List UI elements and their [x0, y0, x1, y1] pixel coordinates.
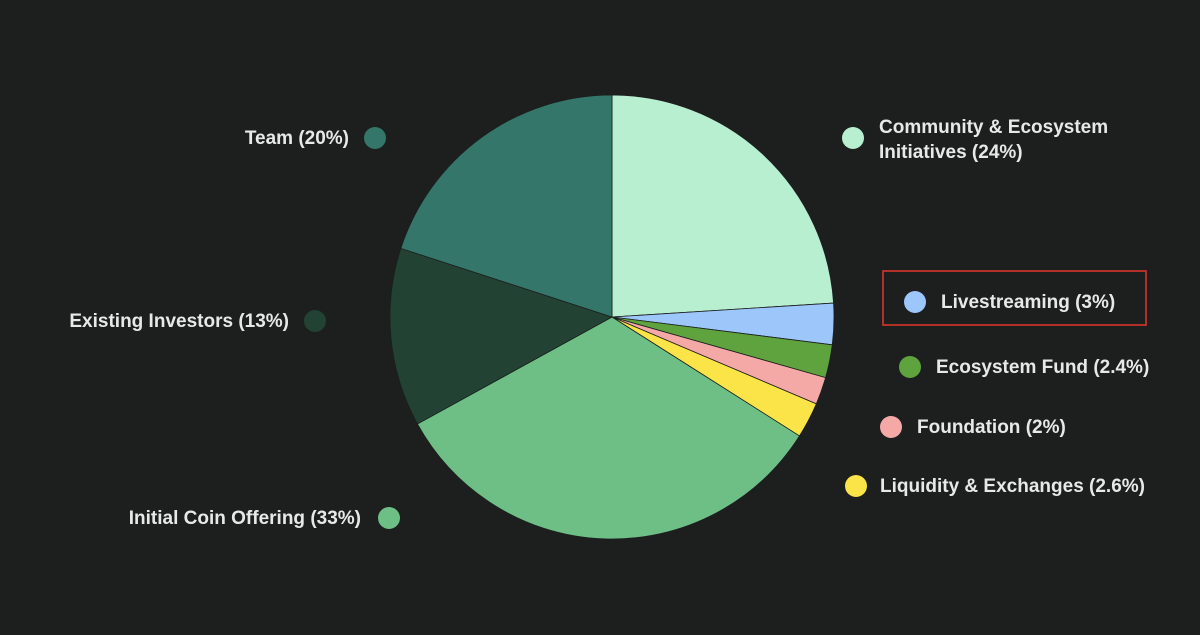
legend-label-ecosystem-fund: Ecosystem Fund (2.4%) — [936, 357, 1149, 378]
legend-dot-existing-investors — [304, 310, 326, 332]
legend-dot-team — [364, 127, 386, 149]
legend-label-line: Initial Coin Offering (33%) — [129, 508, 361, 529]
legend-label-initial-coin-offering: Initial Coin Offering (33%) — [129, 508, 361, 529]
pie-slice-existing-investors — [389, 247, 614, 425]
legend-dot-initial-coin-offering — [378, 507, 400, 529]
legend-dot-community-ecosystem-initiatives — [842, 127, 864, 149]
legend-label-line: Community & Ecosystem — [879, 117, 1108, 138]
legend-label-foundation: Foundation (2%) — [917, 417, 1066, 438]
legend-label-line: Livestreaming (3%) — [941, 292, 1115, 313]
legend-label-existing-investors: Existing Investors (13%) — [69, 311, 289, 332]
legend-label-line: Existing Investors (13%) — [69, 311, 289, 332]
legend-label-community-ecosystem-initiatives: Community & Ecosystem Initiatives (24%) — [879, 117, 1108, 163]
legend-label-livestreaming: Livestreaming (3%) — [941, 292, 1115, 313]
legend-label-liquidity-exchanges: Liquidity & Exchanges (2.6%) — [880, 476, 1145, 497]
pie-slice-initial-coin-offering — [416, 316, 800, 540]
legend-label-line: Ecosystem Fund (2.4%) — [936, 357, 1149, 378]
legend-dot-foundation — [880, 416, 902, 438]
legend: Community & Ecosystem Initiatives (24%) Li… — [69, 117, 1149, 529]
legend-dot-livestreaming — [904, 291, 926, 313]
legend-dot-ecosystem-fund — [899, 356, 921, 378]
legend-label-line: Team (20%) — [245, 128, 349, 149]
highlight-box — [882, 270, 1147, 326]
legend-label-line: Foundation (2%) — [917, 417, 1066, 438]
legend-dot-liquidity-exchanges — [845, 475, 867, 497]
legend-label-team: Team (20%) — [245, 128, 349, 149]
pie-slices — [389, 94, 835, 540]
pie-slice-community-ecosystem-initiatives — [611, 94, 834, 318]
legend-label-line: Initiatives (24%) — [879, 142, 1023, 163]
pie-slice-team — [400, 94, 613, 318]
legend-label-line: Liquidity & Exchanges (2.6%) — [880, 476, 1145, 497]
